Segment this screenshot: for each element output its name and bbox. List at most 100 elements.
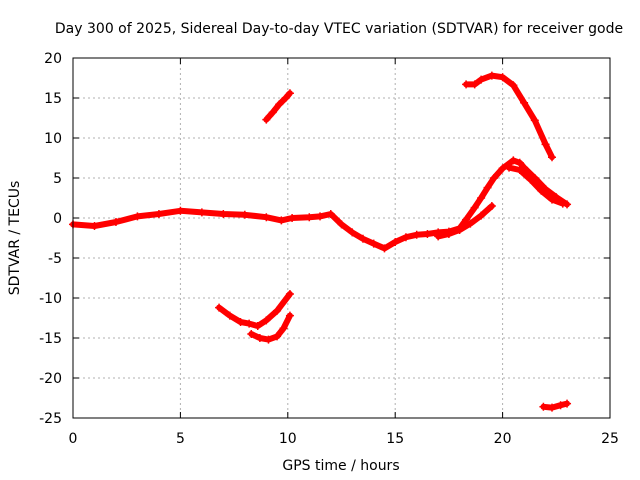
data-point (326, 210, 335, 218)
data-point (288, 214, 297, 222)
series-line (463, 72, 555, 161)
data-point (558, 199, 567, 208)
data-point (477, 75, 486, 84)
data-point (470, 203, 479, 212)
data-point (515, 166, 524, 174)
data-point (490, 174, 499, 182)
y-axis-label: SDTVAR / TECUs (7, 181, 23, 296)
data-point (337, 220, 346, 229)
data-point (498, 73, 507, 82)
data-point (111, 218, 120, 226)
data-point (247, 330, 256, 338)
series-arc-8-10 (247, 311, 294, 344)
data-point (262, 213, 271, 222)
data-point (262, 115, 271, 124)
data-point (483, 183, 492, 192)
series-line (216, 291, 293, 329)
data-point (509, 81, 518, 90)
data-point (253, 322, 262, 330)
x-tick-label: 0 (69, 431, 78, 447)
y-tick-label: -10 (39, 291, 62, 307)
y-tick-label: 15 (44, 91, 62, 107)
x-tick-label: 25 (601, 431, 619, 447)
data-point (285, 290, 294, 298)
data-point (434, 232, 443, 241)
data-point (444, 230, 453, 238)
data-point (369, 239, 378, 248)
data-point (455, 226, 464, 234)
data-point (391, 238, 400, 246)
y-tick-label: -25 (39, 411, 62, 427)
data-series (69, 71, 572, 412)
y-tick-label: 10 (44, 131, 62, 147)
plot-frame (72, 57, 611, 419)
data-point (273, 332, 282, 341)
data-point (539, 402, 548, 411)
data-point (176, 206, 185, 215)
y-tick-label: -15 (39, 331, 62, 347)
data-point (563, 399, 572, 408)
data-point (273, 306, 282, 315)
data-point (487, 71, 496, 80)
series-upper-parallel (505, 163, 567, 208)
data-point (470, 80, 479, 89)
data-point (556, 401, 565, 410)
chart-title: Day 300 of 2025, Sidereal Day-to-day VTE… (55, 21, 623, 37)
y-tick-label: -20 (39, 371, 62, 387)
data-point (466, 219, 475, 228)
series-line (70, 157, 570, 252)
data-point (219, 210, 228, 218)
data-point (487, 202, 496, 210)
series-arc-22-23 (539, 399, 572, 412)
series-lower-parallel (434, 202, 496, 241)
data-point (305, 213, 314, 222)
data-point (520, 98, 529, 107)
data-point (530, 116, 539, 125)
data-point (154, 210, 163, 218)
x-tick-label: 10 (279, 431, 297, 447)
axis-ticks: 0 5 10 15 20 25 -25 -20 -15 -10 -5 0 5 10 15 20 (39, 51, 619, 447)
data-point (412, 230, 421, 239)
data-point (505, 163, 514, 172)
data-point (262, 316, 271, 325)
data-point (197, 208, 206, 217)
data-point (498, 164, 507, 173)
data-point (215, 303, 224, 312)
x-tick-label: 15 (386, 431, 404, 447)
series-line (506, 164, 566, 207)
y-tick-label: 0 (53, 211, 62, 227)
data-point (423, 230, 432, 238)
y-tick-label: -5 (48, 251, 62, 267)
data-point (548, 153, 557, 162)
x-tick-label: 5 (176, 431, 185, 447)
series-arc-7-10 (215, 290, 294, 330)
data-point (477, 211, 486, 220)
data-point (285, 311, 294, 320)
data-point (279, 324, 288, 333)
data-point (548, 195, 557, 204)
data-point (537, 186, 546, 195)
data-point (515, 158, 524, 167)
series-arc-18-22 (462, 71, 557, 162)
data-point (268, 108, 277, 117)
data-point (245, 319, 254, 328)
data-point (509, 156, 518, 165)
data-point (275, 100, 284, 109)
series-line (540, 400, 570, 411)
data-point (348, 228, 357, 237)
data-point (264, 335, 273, 344)
data-point (240, 210, 249, 219)
x-axis-label: GPS time / hours (282, 458, 399, 474)
data-point (225, 311, 234, 320)
data-point (316, 212, 325, 221)
series-main-band (69, 156, 572, 253)
data-point (358, 234, 367, 243)
data-point (462, 215, 471, 224)
data-point (236, 318, 245, 326)
data-point (477, 194, 486, 202)
data-point (285, 89, 294, 98)
data-point (277, 216, 286, 225)
data-point (541, 140, 550, 149)
y-tick-label: 5 (53, 171, 62, 187)
